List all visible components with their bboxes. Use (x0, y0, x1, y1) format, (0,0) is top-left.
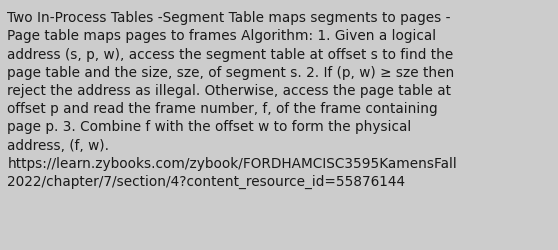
Text: Two In-Process Tables -Segment Table maps segments to pages -
Page table maps pa: Two In-Process Tables -Segment Table map… (7, 11, 457, 188)
